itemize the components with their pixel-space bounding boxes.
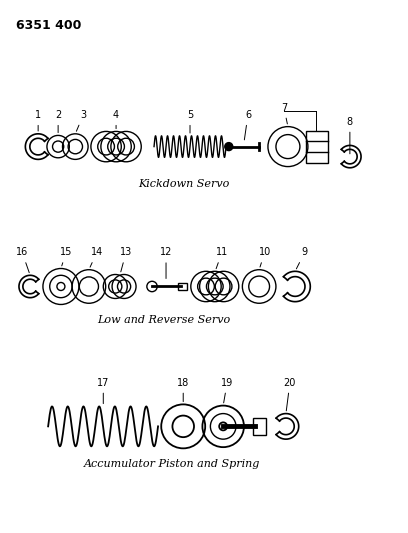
Circle shape xyxy=(225,143,233,151)
Text: 6: 6 xyxy=(244,110,251,140)
Text: 6351 400: 6351 400 xyxy=(16,19,82,31)
Text: Accumulator Piston and Spring: Accumulator Piston and Spring xyxy=(84,459,260,469)
Text: 5: 5 xyxy=(187,110,193,133)
Text: 13: 13 xyxy=(120,247,132,272)
Text: 3: 3 xyxy=(76,110,86,131)
Text: 15: 15 xyxy=(60,247,72,266)
Text: 20: 20 xyxy=(284,377,296,411)
Text: 8: 8 xyxy=(347,117,353,154)
Text: 11: 11 xyxy=(216,247,228,269)
Text: 19: 19 xyxy=(221,377,233,403)
Text: 7: 7 xyxy=(281,103,287,124)
Bar xyxy=(253,417,266,435)
Text: 16: 16 xyxy=(16,247,29,273)
Text: 14: 14 xyxy=(90,247,103,267)
Text: 2: 2 xyxy=(55,110,61,133)
Text: 12: 12 xyxy=(160,247,172,279)
Text: 18: 18 xyxy=(177,377,189,401)
Text: 17: 17 xyxy=(97,377,109,403)
Text: 1: 1 xyxy=(35,110,41,131)
Text: 4: 4 xyxy=(113,110,119,128)
Bar xyxy=(178,283,187,290)
Text: Low and Reverse Servo: Low and Reverse Servo xyxy=(98,315,231,325)
Text: 9: 9 xyxy=(296,247,308,269)
Text: 10: 10 xyxy=(259,247,271,267)
Bar xyxy=(306,131,328,163)
Text: Kickdown Servo: Kickdown Servo xyxy=(138,180,230,189)
